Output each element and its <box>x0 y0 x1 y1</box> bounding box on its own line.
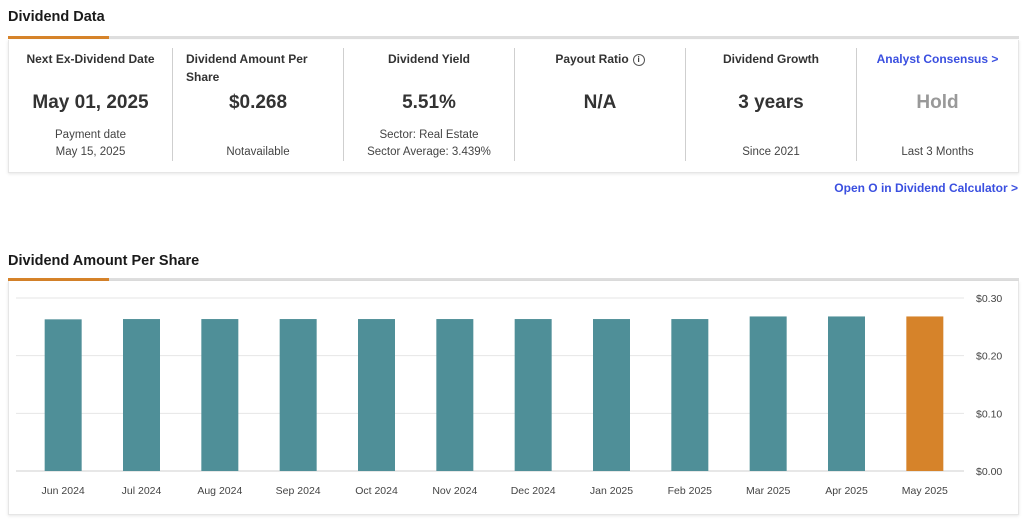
sector-average: Sector Average: 3.439% <box>367 146 491 158</box>
amount-per-share-label-line2: Share <box>186 70 220 84</box>
dividend-data-card: Next Ex-Dividend Date May 01, 2025 Payme… <box>8 40 1019 173</box>
rule-accent <box>8 36 109 39</box>
dividend-yield-column: Dividend Yield 5.51% Sector: Real Estate… <box>343 48 514 161</box>
dividend-calculator-link[interactable]: Open O in Dividend Calculator > <box>834 181 1018 195</box>
next-ex-dividend-column: Next Ex-Dividend Date May 01, 2025 Payme… <box>9 48 172 161</box>
dividend-growth-label: Dividend Growth <box>723 52 819 66</box>
info-icon[interactable]: i <box>632 54 645 66</box>
next-ex-dividend-value: May 01, 2025 <box>32 92 149 113</box>
dividend-data-title: Dividend Data <box>8 9 105 25</box>
amount-per-share-sub: Notavailable <box>226 146 290 158</box>
amount-per-share-column: Dividend Amount Per Share $0.268 Notavai… <box>172 48 343 161</box>
amount-per-share-label: Dividend Amount Per Share <box>173 50 343 86</box>
payout-ratio-label: Payout Ratio i <box>515 50 685 68</box>
dividend-growth-since: Since 2021 <box>742 146 800 158</box>
analyst-consensus-period: Last 3 Months <box>901 146 974 158</box>
dividend-data-rule <box>8 36 1019 39</box>
chart-section-rule <box>8 278 1019 281</box>
dividend-growth-value: 3 years <box>738 92 804 113</box>
amount-per-share-label-line1: Dividend Amount Per <box>186 52 308 66</box>
dividend-yield-value: 5.51% <box>402 92 456 113</box>
analyst-consensus-value: Hold <box>916 92 959 113</box>
chart-section-title: Dividend Amount Per Share <box>8 253 200 269</box>
analyst-consensus-column: Analyst Consensus > Hold Last 3 Months <box>856 48 1018 161</box>
dividend-yield-label: Dividend Yield <box>387 52 471 66</box>
next-ex-dividend-label: Next Ex-Dividend Date <box>26 52 155 66</box>
payment-date-value: May 15, 2025 <box>55 146 126 158</box>
chart-rule-accent <box>8 278 109 281</box>
analyst-consensus-link[interactable]: Analyst Consensus > <box>876 52 999 66</box>
payout-ratio-label-text: Payout Ratio <box>555 52 629 66</box>
payment-date-label: Payment date <box>55 129 126 141</box>
payout-ratio-value: N/A <box>583 92 617 113</box>
payout-ratio-column: Payout Ratio i N/A <box>514 48 685 161</box>
sector-label: Sector: Real Estate <box>379 129 479 141</box>
dividend-growth-column: Dividend Growth 3 years Since 2021 <box>685 48 856 161</box>
amount-per-share-value: $0.268 <box>228 92 288 113</box>
chart-card <box>8 281 1019 515</box>
